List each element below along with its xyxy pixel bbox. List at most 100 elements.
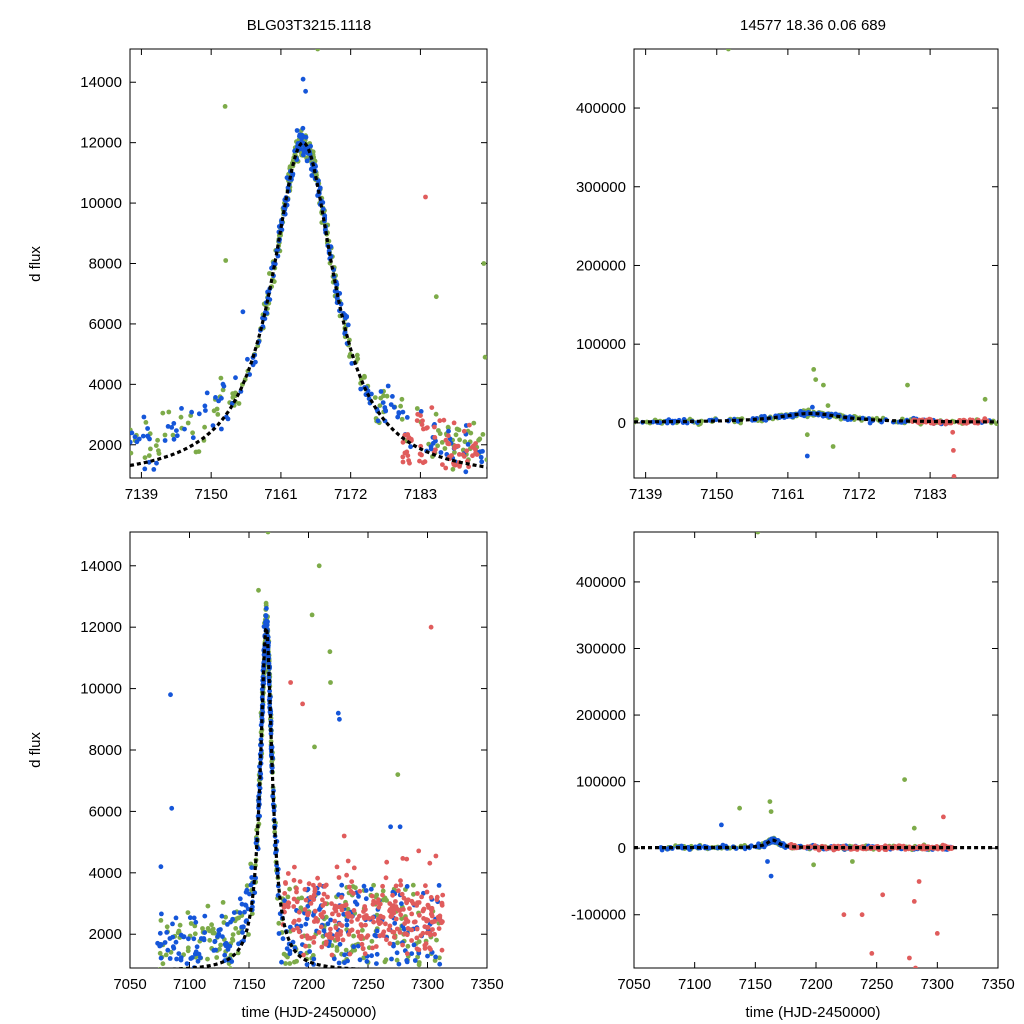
data-point-red <box>282 891 288 896</box>
data-point-green <box>221 920 227 925</box>
data-point-green <box>372 395 378 400</box>
data-point-blue <box>465 442 471 447</box>
data-point-blue <box>389 956 394 962</box>
data-point-red <box>297 879 303 884</box>
data-point-green <box>223 258 229 263</box>
data-point-red <box>400 454 406 460</box>
x-tick-label: 7150 <box>739 976 772 993</box>
data-point-blue <box>238 389 244 394</box>
data-point-green <box>188 921 194 926</box>
data-point-blue <box>317 185 323 191</box>
data-point-green <box>768 809 774 814</box>
data-point-green <box>205 956 210 962</box>
data-point-blue <box>196 411 202 417</box>
data-point-blue <box>230 916 236 922</box>
data-point-red <box>340 937 346 943</box>
data-point-red <box>432 424 437 430</box>
data-point-red <box>430 927 435 932</box>
data-point-blue <box>140 433 146 439</box>
data-point-red <box>378 920 384 925</box>
data-point-blue <box>158 864 164 870</box>
data-point-blue <box>396 410 402 415</box>
x-tick-label: 7172 <box>842 486 875 503</box>
data-point-green <box>395 940 400 946</box>
data-point-red <box>371 919 376 925</box>
data-point-blue <box>265 647 271 652</box>
data-point-red <box>467 422 472 428</box>
y-tick-label: 100000 <box>576 336 626 353</box>
data-point-red <box>369 893 375 899</box>
data-point-blue <box>134 439 140 445</box>
data-point-blue <box>397 824 403 830</box>
data-point-green <box>334 945 340 950</box>
data-point-blue <box>222 952 228 958</box>
data-point-red <box>334 864 340 870</box>
y-tick-label: 4000 <box>89 376 122 393</box>
data-point-blue <box>174 956 180 962</box>
data-point-blue <box>438 450 444 455</box>
data-point-blue <box>130 430 135 436</box>
data-point-red <box>358 936 364 942</box>
data-point-green <box>471 420 477 426</box>
data-point-red <box>291 877 297 883</box>
data-point-green <box>360 927 365 933</box>
data-point-red <box>425 425 430 430</box>
data-point-blue <box>154 460 159 466</box>
data-point-green <box>222 104 228 109</box>
data-point-green <box>381 393 386 399</box>
x-axis-label-left: time (HJD-2450000) <box>241 1004 376 1021</box>
data-point-red <box>380 931 386 937</box>
data-point-green <box>343 947 349 953</box>
data-point-green <box>160 410 166 416</box>
data-point-blue <box>169 425 175 430</box>
data-point-red <box>400 459 406 465</box>
data-point-blue <box>411 942 417 948</box>
data-point-green <box>384 393 390 399</box>
data-point-blue <box>176 951 182 956</box>
data-point-blue <box>193 919 199 925</box>
data-point-red <box>400 856 406 861</box>
data-point-red <box>344 911 350 916</box>
data-point-green <box>177 922 183 928</box>
data-point-green <box>192 931 198 937</box>
data-point-blue <box>374 951 380 957</box>
data-point-red <box>844 845 849 851</box>
data-point-green <box>436 428 441 433</box>
data-point-red <box>911 899 917 904</box>
plot-frame <box>633 531 999 969</box>
data-point-red <box>407 906 412 911</box>
data-point-blue <box>219 426 224 432</box>
data-point-green <box>399 396 405 402</box>
data-point-green <box>249 911 255 917</box>
data-point-blue <box>184 961 190 966</box>
data-point-blue <box>315 193 320 198</box>
data-point-red <box>424 889 430 895</box>
data-point-red <box>311 940 317 945</box>
data-point-red <box>390 929 396 935</box>
data-point-green <box>327 649 333 655</box>
data-point-blue <box>164 930 170 935</box>
data-point-blue <box>145 426 151 431</box>
data-point-blue <box>177 968 182 973</box>
y-tick-label: 0 <box>618 415 626 432</box>
x-tick-label: 7350 <box>470 976 503 993</box>
data-point-green <box>902 777 907 782</box>
data-point-red <box>387 941 393 946</box>
data-point-green <box>398 403 403 409</box>
data-point-red <box>441 417 447 423</box>
data-point-red <box>404 856 410 862</box>
data-point-green <box>210 930 216 936</box>
data-point-green <box>148 446 153 452</box>
data-point-blue <box>412 958 418 963</box>
data-point-red <box>414 418 420 423</box>
data-point-red <box>473 450 478 456</box>
data-point-green <box>287 886 292 892</box>
data-point-blue <box>225 947 231 952</box>
data-layer <box>634 532 998 968</box>
data-point-blue <box>345 322 351 328</box>
data-point-red <box>330 911 335 917</box>
data-point-blue <box>167 956 173 961</box>
data-point-blue <box>428 446 434 452</box>
data-point-green <box>306 943 312 949</box>
